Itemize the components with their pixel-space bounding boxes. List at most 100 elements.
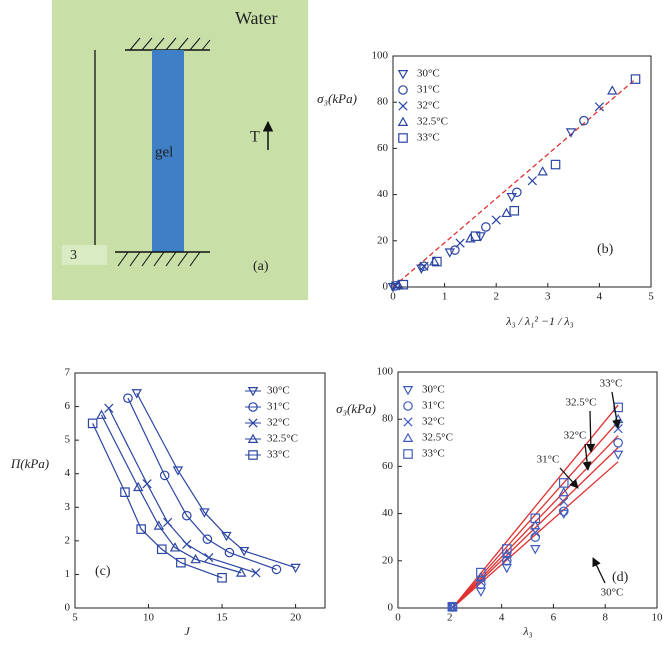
legend-label: 32°C <box>417 100 440 112</box>
annotation-arrow <box>582 443 592 471</box>
chart-panel: 0 1 2 3 4 5 0 20 40 60 80 100 σ₃(kPa) λ₃ / λ₁² −1 / λ… <box>317 50 654 328</box>
marker <box>530 519 541 530</box>
marker <box>419 261 429 272</box>
marker <box>251 568 261 578</box>
y-tick-label: 80 <box>377 96 389 108</box>
marker <box>594 102 605 112</box>
x-tick-label: 4 <box>597 291 603 303</box>
marker <box>527 176 537 186</box>
marker <box>501 544 512 554</box>
marker <box>217 572 227 583</box>
marker <box>491 215 501 225</box>
y-tick-label: 7 <box>65 367 71 379</box>
legend-label: 31°C <box>267 401 290 413</box>
marker <box>579 115 589 126</box>
legend-marker <box>402 432 414 442</box>
legend-label: 33°C <box>422 448 445 460</box>
marker <box>475 232 486 242</box>
marker <box>153 520 165 530</box>
series-line <box>92 423 223 579</box>
y-axis-label: σ₃(kPa) <box>336 401 376 416</box>
x-tick-label: 8 <box>602 612 608 624</box>
marker <box>398 279 409 290</box>
panel-label: (c) <box>95 564 111 579</box>
marker <box>476 567 486 578</box>
marker <box>612 413 624 424</box>
gel-label: gel <box>155 144 173 160</box>
legend-label: 30°C <box>417 68 440 80</box>
legend-marker <box>403 417 413 427</box>
panel-a: Water gel T 3 (a) <box>52 0 308 300</box>
marker <box>530 545 541 555</box>
direction-label-box <box>62 245 107 265</box>
x-tick-label: 10 <box>143 612 155 624</box>
x-tick-label: 3 <box>545 291 551 303</box>
marker <box>612 450 624 461</box>
plot-frame <box>74 372 326 609</box>
x-axis-label: λ₃ / λ₁² −1 / λ₃ <box>505 314 573 328</box>
marker <box>558 509 569 520</box>
marker <box>176 557 186 568</box>
marker <box>559 497 569 507</box>
legend-marker <box>398 85 408 95</box>
legend-marker <box>403 449 413 459</box>
legend-label: 32.5°C <box>422 432 453 444</box>
marker <box>444 248 455 258</box>
marker <box>470 231 481 241</box>
annotation-arrow <box>586 410 596 453</box>
top-hatch <box>129 37 211 51</box>
marker <box>558 506 569 517</box>
fit-line <box>451 404 619 609</box>
marker <box>550 159 561 170</box>
marker <box>501 563 512 574</box>
marker <box>235 567 247 577</box>
marker <box>131 389 142 399</box>
marker <box>537 166 548 176</box>
x-tick-label: 6 <box>551 612 557 624</box>
legend-marker <box>397 116 409 126</box>
marker <box>416 264 427 274</box>
temperature-label: T <box>250 129 260 146</box>
x-tick-label: 5 <box>648 291 654 303</box>
marker <box>221 531 232 542</box>
legend-label: 30°C <box>267 385 290 397</box>
marker <box>558 486 569 497</box>
annotation-arrow <box>559 467 579 489</box>
marker <box>506 192 517 203</box>
legend-marker <box>248 402 258 412</box>
series-line <box>127 397 277 570</box>
legend-label: 32.5°C <box>267 433 298 445</box>
legend-label: 33°C <box>417 132 440 144</box>
x-tick-label: 0 <box>395 612 401 624</box>
x-tick-label: 20 <box>290 612 302 624</box>
marker <box>172 466 184 476</box>
gel-strip <box>152 50 184 252</box>
series-line <box>136 392 296 569</box>
y-tick-label: 40 <box>382 507 394 519</box>
y-tick-label: 0 <box>65 602 71 614</box>
marker <box>465 233 476 243</box>
y-tick-label: 0 <box>383 281 389 293</box>
legend-marker <box>248 418 258 428</box>
marker <box>450 245 460 255</box>
marker <box>224 547 235 558</box>
legend-label: 33°C <box>267 449 290 461</box>
legend-marker <box>247 387 259 397</box>
legend-marker <box>248 450 258 460</box>
marker <box>390 281 401 291</box>
marker <box>199 508 210 518</box>
y-axis-label: Π(kPa) <box>10 456 49 471</box>
direction-label: 3 <box>70 248 77 263</box>
x-tick-label: 2 <box>493 291 499 303</box>
marker <box>530 527 540 538</box>
legend-marker <box>247 433 259 443</box>
y-tick-label: 60 <box>382 460 394 472</box>
marker <box>475 587 487 597</box>
marker <box>159 470 170 481</box>
marker <box>530 513 541 524</box>
marker <box>392 279 404 289</box>
marker <box>87 418 98 429</box>
marker <box>136 524 146 534</box>
annotation-arrow <box>592 557 606 584</box>
